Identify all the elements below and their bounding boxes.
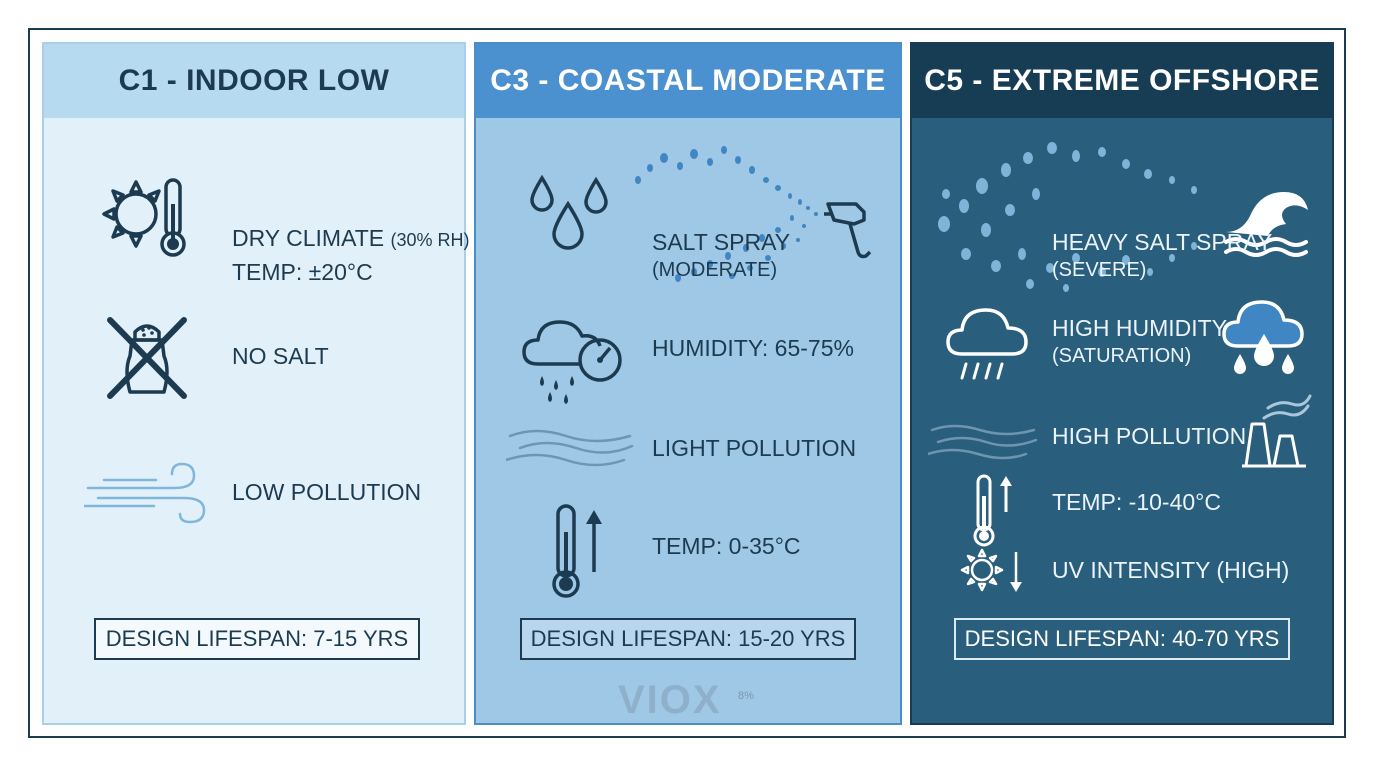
temp-c1-label: TEMP: ±20°C <box>232 259 373 285</box>
rain-cloud-gauge-icon <box>522 320 622 404</box>
viox-watermark: VIOX <box>618 678 722 722</box>
humidity-c3-label: HUMIDITY: 65-75% <box>652 335 854 361</box>
wave-spray-icon <box>1224 192 1308 257</box>
salt-spray-moderate-label: (MODERATE) <box>652 259 778 281</box>
high-humidity-label: HIGH HUMIDITY <box>1052 315 1228 341</box>
temp-c3-label: TEMP: 0-35°C <box>652 533 801 559</box>
c1-lifespan-box: DESIGN LIFESPAN: 7-15 YRS <box>94 618 420 660</box>
panel-c3: C3 - COASTAL MODERATE <box>474 42 902 725</box>
c3-lifespan-box: DESIGN LIFESPAN: 15-20 YRS <box>520 618 856 660</box>
panel-c1: C1 - INDOOR LOW DRY CLIMATE (30% RH) TEM… <box>42 42 470 725</box>
salt-spray-icon <box>635 146 872 282</box>
humidity-cloud-icon <box>1222 300 1304 374</box>
no-salt-label: NO SALT <box>232 343 329 369</box>
heavy-salt-spray-severe-label: (SEVERE) <box>1052 259 1147 281</box>
high-pollution-label: HIGH POLLUTION <box>1052 423 1247 449</box>
viox-watermark-sup: 8% <box>738 690 754 702</box>
heavy-spray-drops-icon <box>938 142 1197 292</box>
low-pollution-label: LOW POLLUTION <box>232 479 422 505</box>
pollution-haze-icon <box>928 424 1038 460</box>
wind-icon <box>84 462 206 524</box>
sun-thermometer-icon <box>102 178 186 257</box>
panel-c1-title: C1 - INDOOR LOW <box>44 44 464 118</box>
water-drops-icon <box>530 174 608 250</box>
panel-c3-title: C3 - COASTAL MODERATE <box>476 44 900 118</box>
light-pollution-label: LIGHT POLLUTION <box>652 435 857 461</box>
panel-c5-title: C5 - EXTREME OFFSHORE <box>912 44 1332 118</box>
panel-c3-body: SALT SPRAY (MODERATE) HUMIDITY: 65-75% <box>476 118 900 723</box>
temp-c5-label: TEMP: -10-40°C <box>1052 489 1221 515</box>
salt-spray-label: SALT SPRAY <box>652 229 791 255</box>
panel-c5: C5 - EXTREME OFFSHORE <box>910 42 1334 725</box>
sun-down-icon <box>960 548 1022 592</box>
haze-icon <box>506 429 634 467</box>
dry-climate-label: DRY CLIMATE (30% RH) <box>232 224 470 254</box>
dry-climate-text: DRY CLIMATE <box>232 225 385 251</box>
panel-c5-body: HEAVY SALT SPRAY (SEVERE) HIGH HUMIDITY … <box>912 118 1332 723</box>
high-humidity-saturation-label: (SATURATION) <box>1052 345 1192 367</box>
c5-lifespan-box: DESIGN LIFESPAN: 40-70 YRS <box>954 618 1290 660</box>
rain-cloud-icon <box>946 308 1028 380</box>
panel-c1-body: DRY CLIMATE (30% RH) TEMP: ±20°C NO SALT <box>44 118 470 723</box>
uv-intensity-label: UV INTENSITY (HIGH) <box>1052 557 1290 583</box>
no-salt-icon <box>107 317 187 399</box>
factory-icon <box>1242 394 1312 468</box>
dry-climate-rh: (30% RH) <box>390 230 470 250</box>
thermometer-updown-icon <box>973 474 1012 547</box>
heavy-salt-spray-label: HEAVY SALT SPRAY <box>1052 229 1273 255</box>
thermometer-up-icon <box>552 504 602 598</box>
